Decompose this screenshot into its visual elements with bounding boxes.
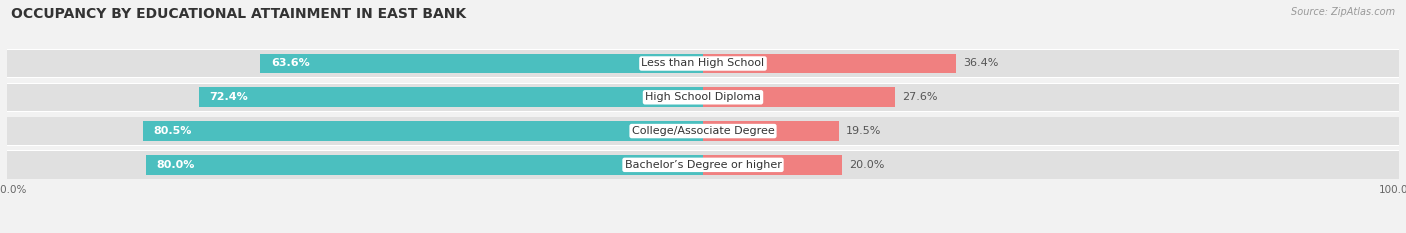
Bar: [7, 50, 1399, 77]
Bar: [7, 116, 1399, 146]
Bar: [703, 87, 896, 107]
Bar: [703, 54, 956, 73]
Text: 36.4%: 36.4%: [963, 58, 998, 69]
Bar: [7, 150, 1399, 179]
Bar: [7, 49, 1399, 78]
Bar: [7, 83, 1399, 112]
Text: 27.6%: 27.6%: [903, 92, 938, 102]
Bar: [7, 117, 1399, 145]
Text: 80.5%: 80.5%: [153, 126, 191, 136]
Text: 80.0%: 80.0%: [156, 160, 195, 170]
Text: High School Diploma: High School Diploma: [645, 92, 761, 102]
Bar: [260, 54, 703, 73]
Text: OCCUPANCY BY EDUCATIONAL ATTAINMENT IN EAST BANK: OCCUPANCY BY EDUCATIONAL ATTAINMENT IN E…: [11, 7, 467, 21]
Text: 72.4%: 72.4%: [209, 92, 249, 102]
Text: College/Associate Degree: College/Associate Degree: [631, 126, 775, 136]
Bar: [146, 155, 703, 175]
Text: 63.6%: 63.6%: [271, 58, 309, 69]
Text: Less than High School: Less than High School: [641, 58, 765, 69]
Bar: [143, 121, 703, 141]
Bar: [703, 121, 839, 141]
Bar: [703, 155, 842, 175]
Bar: [7, 84, 1399, 111]
Text: 19.5%: 19.5%: [845, 126, 882, 136]
Text: Bachelor’s Degree or higher: Bachelor’s Degree or higher: [624, 160, 782, 170]
Bar: [200, 87, 703, 107]
Bar: [7, 151, 1399, 178]
Text: 20.0%: 20.0%: [849, 160, 884, 170]
Text: Source: ZipAtlas.com: Source: ZipAtlas.com: [1291, 7, 1395, 17]
